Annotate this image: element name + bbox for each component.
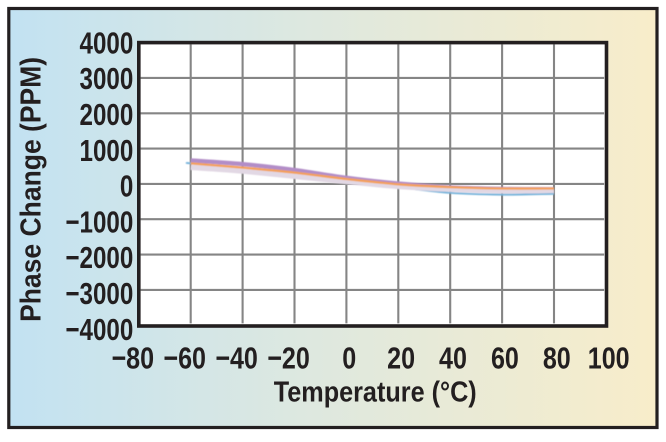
svg-text:−1000: −1000 [65, 205, 133, 240]
svg-text:−4000: −4000 [65, 312, 133, 347]
svg-text:−3000: −3000 [65, 276, 133, 311]
svg-text:2000: 2000 [80, 97, 134, 132]
svg-text:3000: 3000 [80, 61, 134, 96]
svg-text:Temperature (°C): Temperature (°C) [274, 376, 477, 408]
svg-text:Phase Change (PPM): Phase Change (PPM) [15, 57, 47, 322]
svg-text:−40: −40 [215, 340, 258, 375]
svg-text:80: 80 [543, 340, 571, 375]
svg-text:−2000: −2000 [65, 240, 133, 275]
svg-text:100: 100 [588, 340, 630, 375]
svg-text:40: 40 [439, 340, 467, 375]
svg-text:1000: 1000 [80, 133, 134, 168]
svg-text:20: 20 [387, 340, 415, 375]
svg-text:−80: −80 [112, 340, 155, 375]
svg-text:60: 60 [491, 340, 519, 375]
svg-text:−20: −20 [267, 340, 310, 375]
svg-text:−60: −60 [163, 340, 206, 375]
svg-text:0: 0 [120, 169, 133, 204]
svg-text:0: 0 [342, 340, 356, 375]
svg-text:4000: 4000 [80, 26, 134, 61]
